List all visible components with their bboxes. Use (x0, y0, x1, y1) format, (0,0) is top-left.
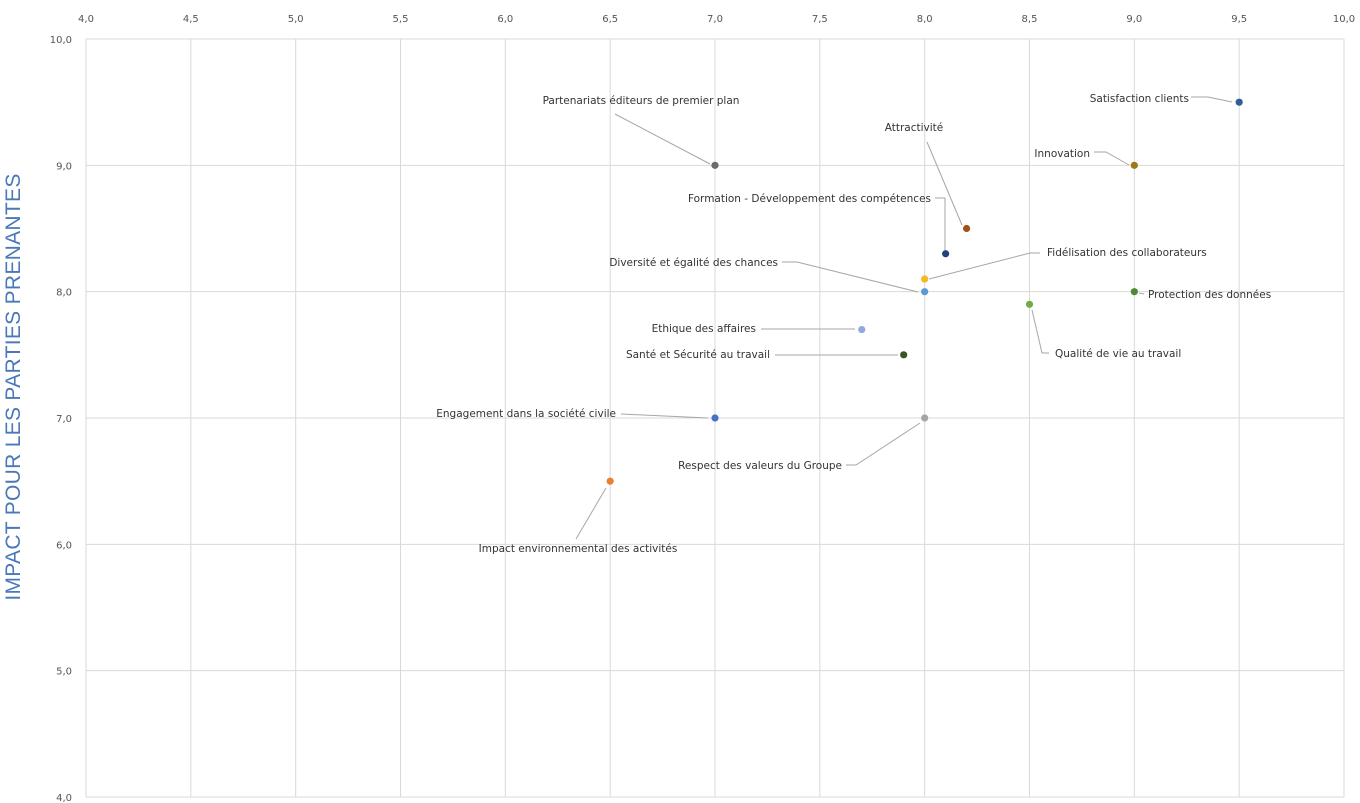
data-point (921, 288, 929, 296)
x-tick-label: 4,5 (183, 14, 199, 25)
leader-line (620, 413, 709, 419)
data-point (900, 351, 908, 359)
label-leader-lines (575, 96, 1233, 540)
x-tick-label: 5,0 (288, 14, 304, 25)
data-label: Santé et Sécurité au travail (626, 349, 770, 361)
data-point (858, 325, 866, 334)
x-tick-label: 7,5 (812, 14, 828, 25)
y-tick-label: 8,0 (56, 288, 72, 299)
x-axis-ticks: 4,0 4,5 5,0 5,5 6,0 6,5 7,0 7,5 8,0 8,5 9,0 9,5 10,0 (78, 14, 1355, 25)
leader-line (1138, 292, 1145, 295)
leader-line (1031, 309, 1049, 354)
leader-line (935, 197, 946, 250)
data-label: Engagement dans la société civile (436, 408, 616, 420)
data-point (1130, 161, 1138, 169)
data-point (921, 275, 929, 283)
data-label: Impact environnemental des activités (479, 543, 678, 555)
data-label: Satisfaction clients (1090, 93, 1189, 105)
data-point (606, 477, 614, 485)
data-label: Fidélisation des collaborateurs (1047, 247, 1207, 259)
x-tick-label: 8,0 (917, 14, 933, 25)
leader-line (926, 141, 963, 226)
data-label: Respect des valeurs du Groupe (678, 460, 842, 472)
x-tick-label: 7,0 (707, 14, 723, 25)
data-points (606, 98, 1243, 485)
y-tick-label: 4,0 (56, 793, 72, 803)
leader-line (614, 113, 711, 165)
data-label: Formation - Développement des compétence… (688, 193, 931, 205)
leader-line (782, 261, 919, 293)
y-tick-label: 10,0 (50, 35, 72, 46)
leader-line (928, 252, 1040, 280)
y-tick-label: 9,0 (56, 161, 72, 172)
leader-line (1191, 96, 1233, 103)
leader-line (846, 422, 921, 466)
y-tick-label: 7,0 (56, 414, 72, 425)
x-tick-label: 6,5 (602, 14, 618, 25)
x-tick-label: 10,0 (1333, 14, 1355, 25)
data-label: Attractivité (885, 122, 944, 134)
x-tick-label: 8,5 (1022, 14, 1038, 25)
data-point (711, 161, 719, 169)
data-point (1025, 300, 1034, 308)
data-point (711, 414, 719, 422)
x-tick-label: 9,0 (1126, 14, 1142, 25)
x-tick-label: 4,0 (78, 14, 94, 25)
data-labels: Satisfaction clients Partenariats éditeur… (436, 93, 1271, 555)
data-label: Ethique des affaires (652, 323, 756, 335)
leader-line (1094, 151, 1130, 166)
y-tick-label: 5,0 (56, 667, 72, 678)
data-point (942, 250, 950, 258)
x-tick-label: 6,0 (497, 14, 513, 25)
x-tick-label: 5,5 (393, 14, 409, 25)
data-point (921, 414, 929, 422)
data-label: Qualité de vie au travail (1055, 348, 1181, 360)
data-label: Innovation (1034, 148, 1090, 160)
data-point (1235, 98, 1243, 106)
data-label: Protection des données (1148, 289, 1271, 301)
data-label: Diversité et égalité des chances (609, 257, 778, 269)
data-label: Partenariats éditeurs de premier plan (543, 95, 740, 107)
data-point (1130, 288, 1138, 296)
leader-line (575, 487, 607, 540)
y-axis-ticks: 4,0 5,0 6,0 7,0 8,0 9,0 10,0 (50, 35, 72, 803)
data-point (963, 224, 971, 233)
y-axis-label: IMPACT POUR LES PARTIES PRENANTES (2, 173, 25, 600)
y-tick-label: 6,0 (56, 540, 72, 551)
x-tick-label: 9,5 (1231, 14, 1247, 25)
